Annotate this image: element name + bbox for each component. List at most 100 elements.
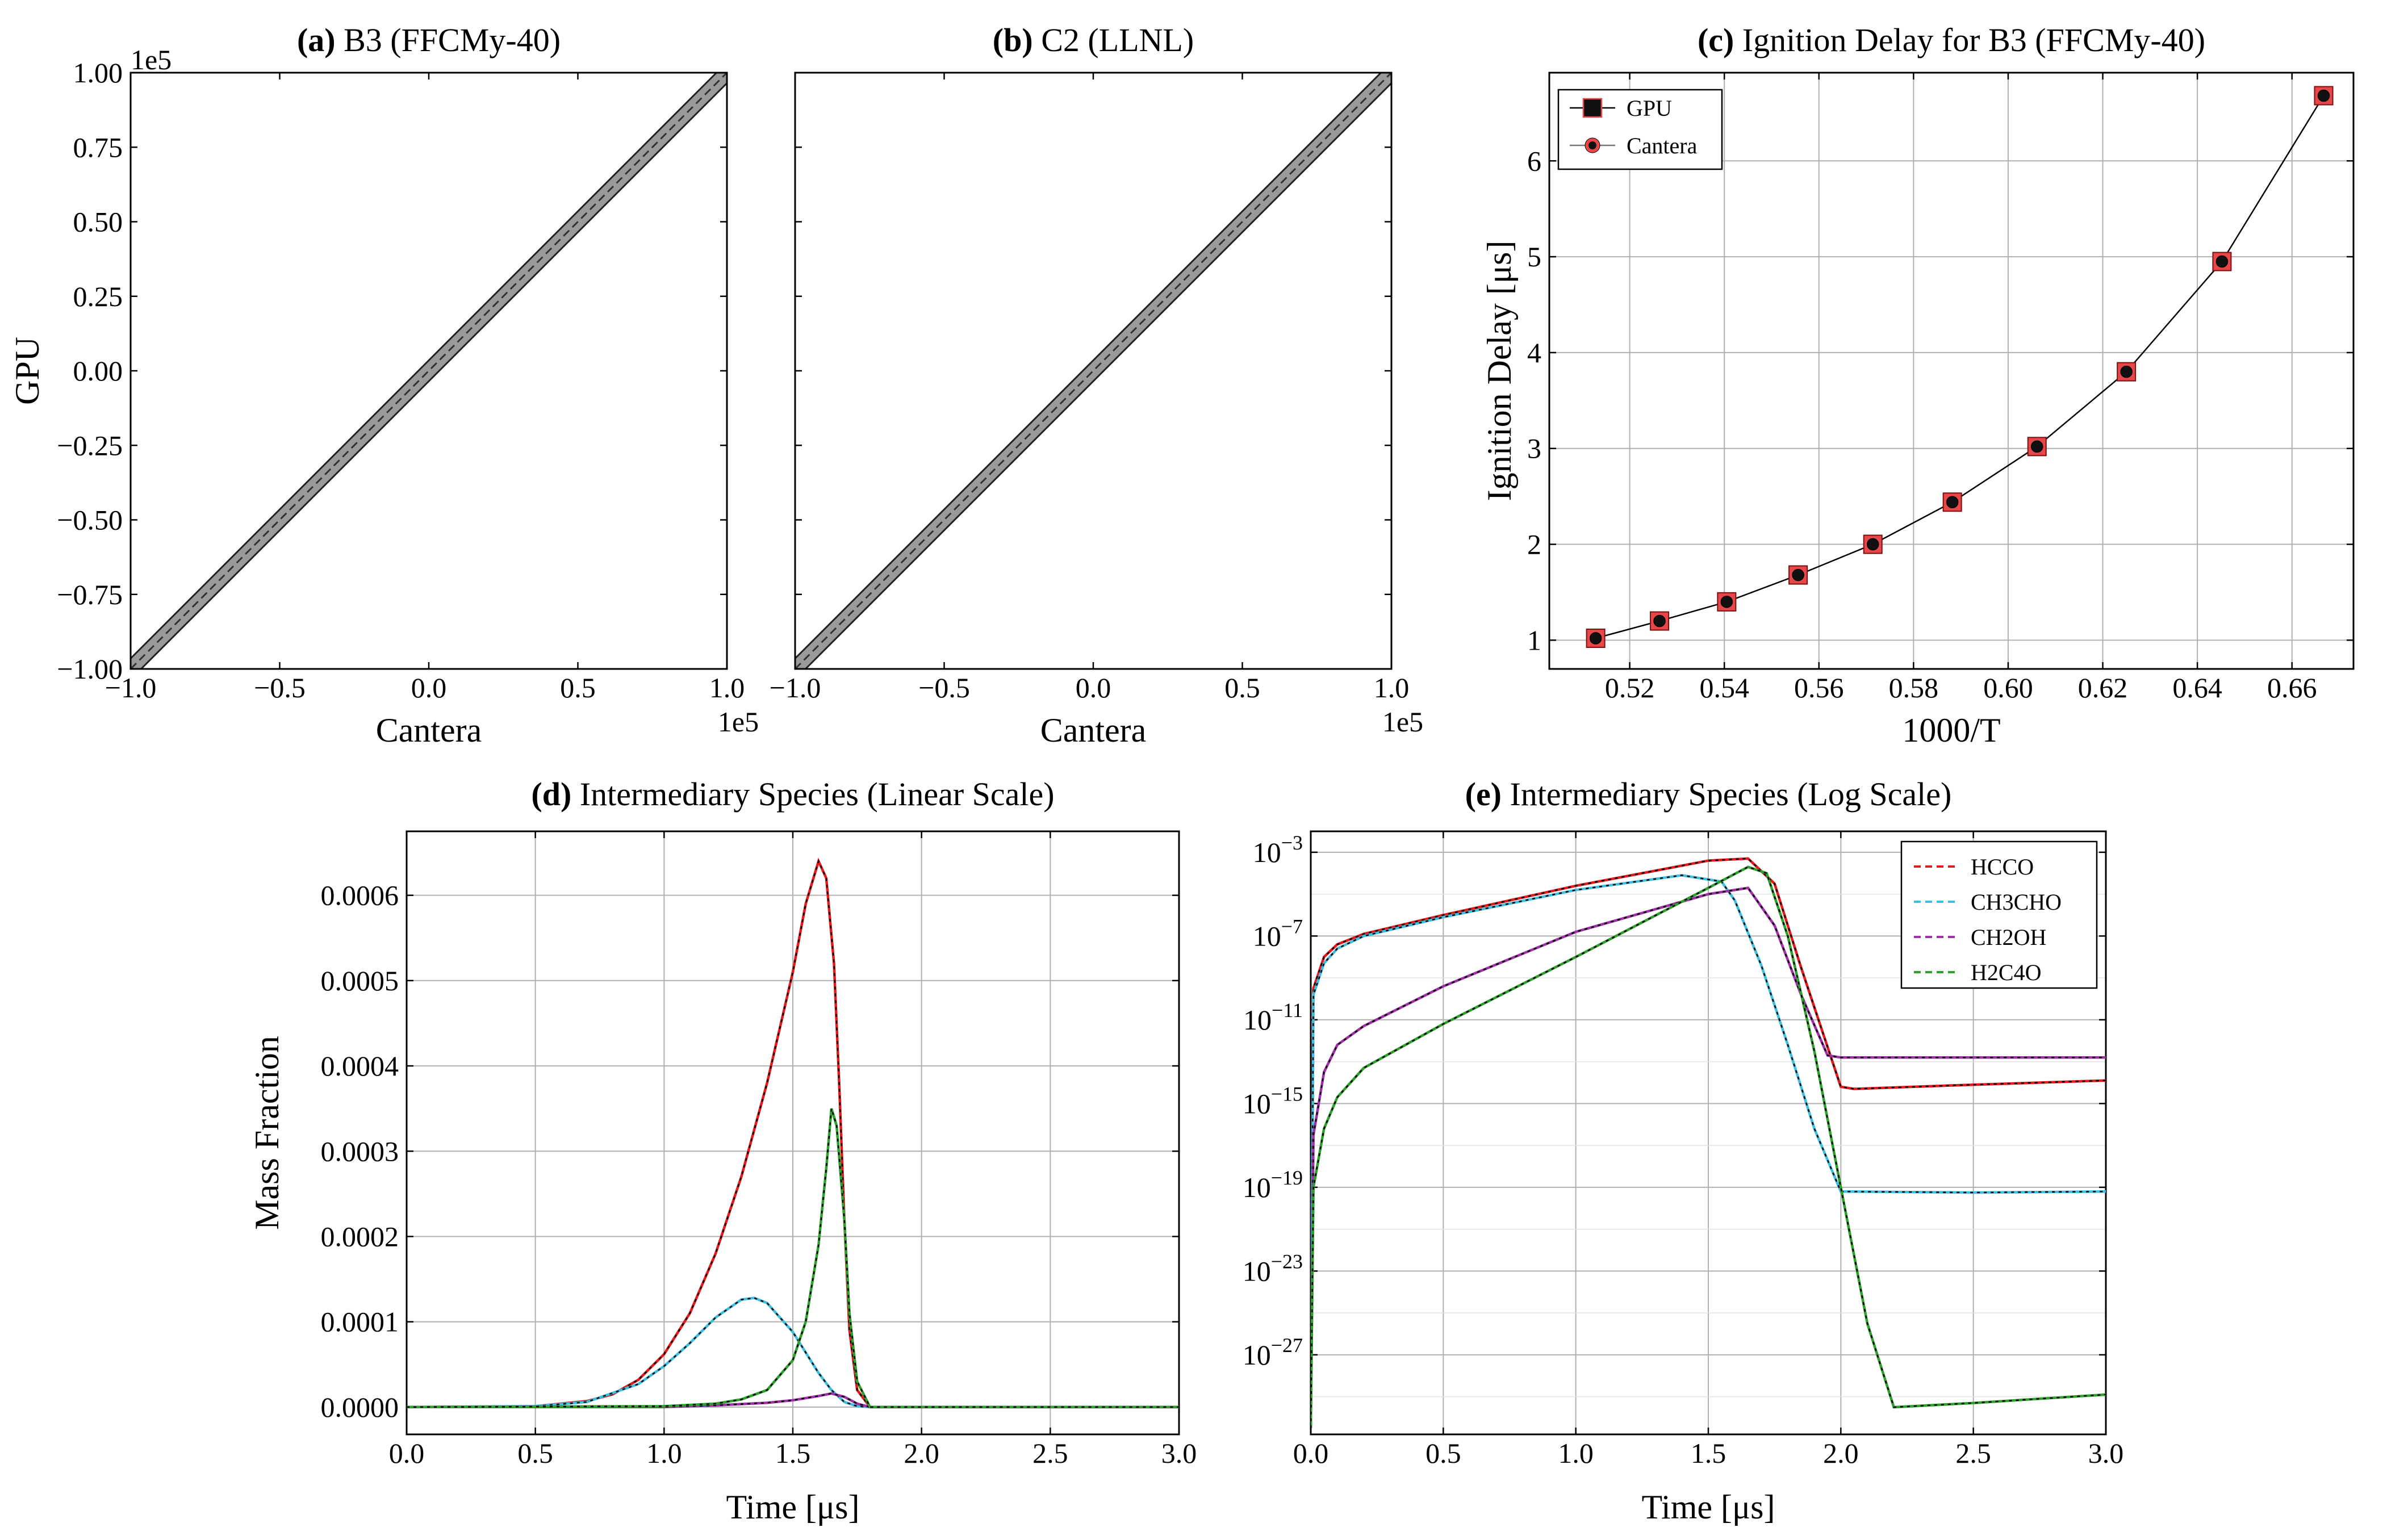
y-tick-label: 0.0002 (321, 1221, 399, 1253)
x-tick-label: 0.64 (2172, 672, 2222, 704)
y-tick-label: 1.00 (73, 57, 123, 89)
y-tick-exponent: −7 (1281, 915, 1303, 938)
x-tick-label: 0.60 (1983, 672, 2033, 704)
plot-frame (1548, 72, 2355, 670)
x-tick-label: 0.0 (389, 1437, 425, 1469)
x-tick-label: 0.5 (1425, 1437, 1461, 1469)
x-tick-label: 3.0 (2088, 1437, 2124, 1469)
cantera-marker (1589, 632, 1602, 645)
y-tick-base: 10 (1243, 1171, 1271, 1203)
cantera-marker (2317, 89, 2330, 102)
series-layer (1311, 857, 2106, 1428)
parity-diagonal (795, 73, 1391, 669)
legend-label-gpu: GPU (1627, 95, 1672, 121)
reference-dotted-ch2oh (407, 1392, 1179, 1408)
x-tick-label: 2.5 (1032, 1437, 1068, 1469)
x-tick-label: 0.5 (517, 1437, 553, 1469)
series-line-ch2oh (1311, 886, 2106, 1428)
panel-d: 0.0 0.5 1.0 1.5 2.0 2.5 3.0 0.0000 0.0001 0.0002 0… (248, 776, 1197, 1526)
y-axis-label: GPU (9, 337, 46, 405)
y-tick-base: 10 (1243, 1339, 1271, 1371)
chart-title: (d) Intermediary Species (Linear Scale) (531, 776, 1054, 813)
panel-title-text: Ignition Delay for B3 (FFCMy-40) (1734, 22, 2205, 58)
y-tick-label: 0.0003 (321, 1135, 399, 1167)
legend-label-cantera: Cantera (1627, 133, 1698, 158)
chart-title: (b) C2 (LLNL) (993, 22, 1194, 58)
y-tick-label: 0.0001 (321, 1306, 399, 1338)
y-axis-label: Mass Fraction (248, 1036, 286, 1230)
y-tick-label: 0.25 (73, 281, 123, 312)
y-tick-label: 0.0006 (321, 880, 399, 911)
cantera-marker (2215, 255, 2229, 268)
y-tick-exponent: −23 (1271, 1250, 1303, 1273)
y-offset-label: 1e5 (131, 44, 172, 76)
x-tick-label: −1.0 (105, 672, 157, 704)
x-tick-label: 0.5 (560, 672, 596, 704)
y-tick-base: 10 (1243, 1087, 1271, 1119)
cantera-marker (1720, 596, 1733, 608)
y-tick-label: 10−3 (1253, 831, 1303, 868)
panel-title-text: C2 (LLNL) (1033, 22, 1194, 58)
legend-label-hcco: HCCO (1971, 854, 2034, 880)
cantera-marker (1946, 496, 1959, 509)
cantera-marker (1653, 614, 1666, 627)
y-tick-label: 3 (1527, 433, 1541, 464)
chart-title: (c) Ignition Delay for B3 (FFCMy-40) (1698, 22, 2205, 58)
y-tick-label: 10−27 (1243, 1334, 1303, 1371)
x-tick-label: 0.0 (411, 672, 447, 704)
panel-e: 0.0 0.5 1.0 1.5 2.0 2.5 3.010−2710−2310−1910−1… (1243, 776, 2124, 1526)
x-tick-label: 1.0 (1374, 672, 1410, 704)
panel-title-text: Intermediary Species (Log Scale) (1502, 776, 1951, 813)
plot-frame (1310, 830, 2107, 1436)
y-tick-exponent: −19 (1271, 1166, 1303, 1189)
y-tick-base: 10 (1253, 920, 1281, 952)
y-tick-exponent: −15 (1271, 1082, 1303, 1105)
cantera-marker (2031, 440, 2043, 453)
panel-title-text: Intermediary Species (Linear Scale) (571, 776, 1054, 813)
y-tick-label: −0.25 (57, 429, 123, 461)
chart-title: (a) B3 (FFCMy-40) (297, 22, 561, 58)
x-tick-label: 0.62 (2078, 672, 2128, 704)
x-axis-label: Cantera (376, 712, 482, 749)
x-tick-label: −0.5 (918, 672, 970, 704)
x-axis-label: 1000/T (1902, 712, 2000, 749)
y-tick-label: 0.0005 (321, 965, 399, 997)
x-tick-label: 1.0 (709, 672, 745, 704)
plot-frame (405, 830, 1180, 1436)
panel-title-text: B3 (FFCMy-40) (336, 22, 561, 58)
legend-label-ch3cho: CH3CHO (1971, 889, 2062, 915)
x-tick-label: 1.0 (1558, 1437, 1594, 1469)
reference-dotted-ch3cho (1311, 874, 2106, 1428)
y-tick-label: 5 (1527, 241, 1541, 273)
y-tick-base: 10 (1253, 836, 1281, 868)
y-tick-base: 10 (1243, 1004, 1272, 1036)
panel-c: 0.52 0.54 0.56 0.58 0.60 0.62 0.64 0.66 1 2 3 4 5 6 (c… (1481, 22, 2355, 749)
y-tick-label: −1.00 (57, 653, 123, 685)
x-offset-label: 1e5 (1382, 706, 1423, 738)
x-tick-label: 3.0 (1161, 1437, 1197, 1469)
x-axis-label: Cantera (1040, 712, 1147, 749)
y-tick-label: 10−15 (1243, 1082, 1303, 1119)
panel-label: (d) (531, 776, 571, 813)
x-tick-label: 0.56 (1794, 672, 1844, 704)
x-tick-label: 0.52 (1605, 672, 1655, 704)
series-line-hcco (406, 857, 1179, 1409)
y-axis-label: Ignition Delay [μs] (1481, 241, 1518, 501)
parity-diagonal (131, 73, 727, 669)
y-tick-label: 0.75 (73, 131, 123, 163)
x-offset-label: 1e5 (718, 706, 759, 738)
reference-dotted-ch3cho (406, 1297, 1179, 1408)
chart-title: (e) Intermediary Species (Log Scale) (1465, 776, 1952, 813)
series-line-h2c4o (1311, 865, 2106, 1428)
legend-marker-gpu (1582, 98, 1603, 118)
y-tick-label: 10−7 (1253, 915, 1303, 952)
panel-label: (e) (1465, 776, 1502, 813)
x-tick-label: 0.0 (1293, 1437, 1329, 1469)
legend-frame (1557, 89, 1723, 170)
x-tick-label: 0.54 (1699, 672, 1749, 704)
y-tick-label: 2 (1527, 529, 1541, 560)
legend-label-h2c4o: H2C4O (1971, 960, 2041, 985)
y-tick-label: −0.75 (57, 579, 123, 610)
cantera-marker (1792, 568, 1804, 581)
y-tick-label: −0.50 (57, 504, 123, 536)
